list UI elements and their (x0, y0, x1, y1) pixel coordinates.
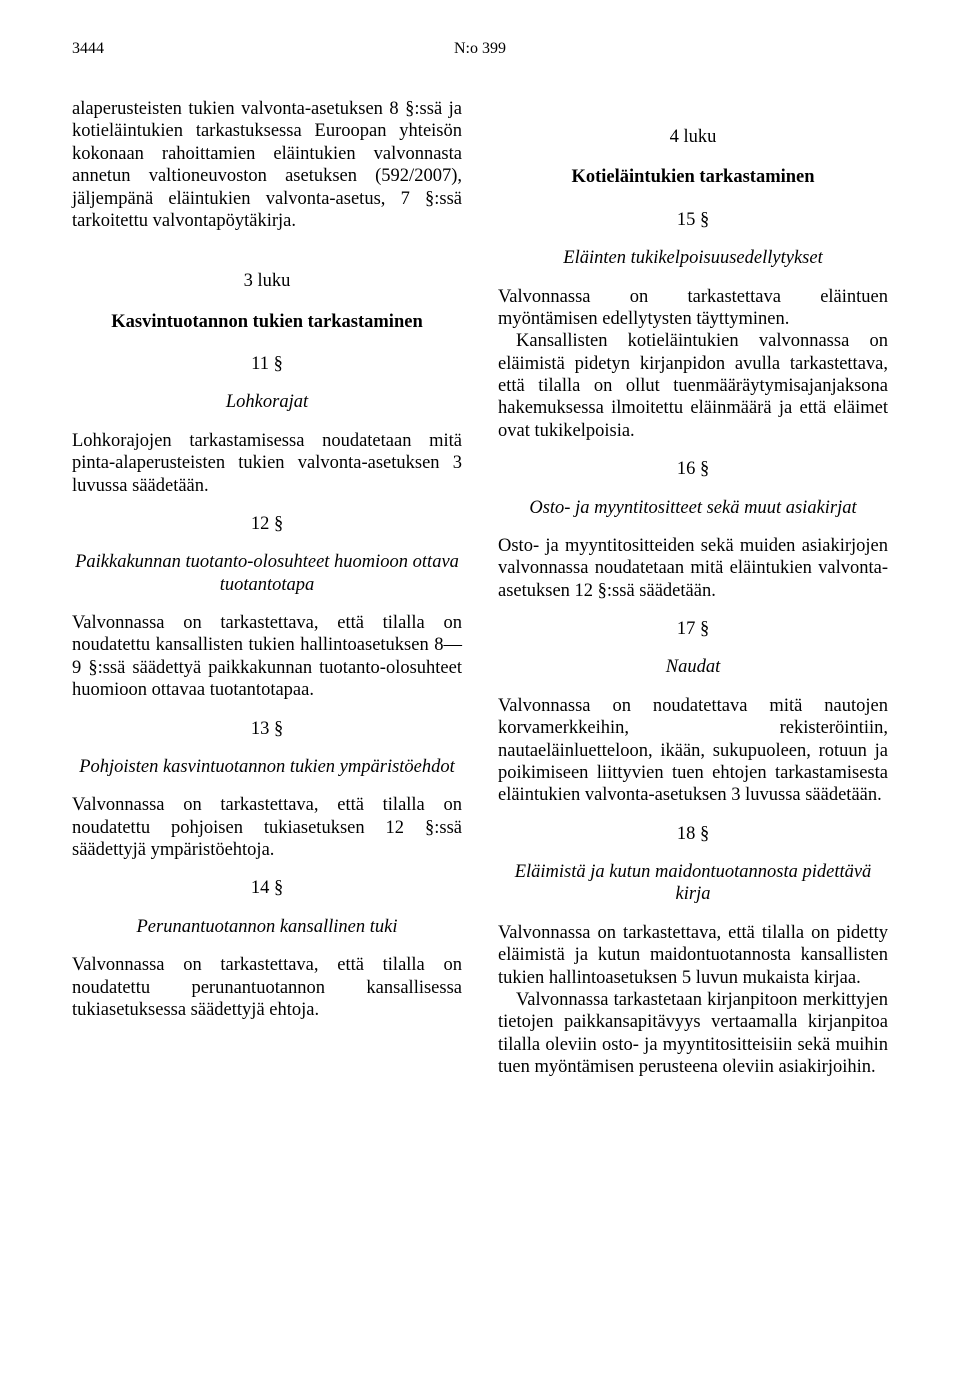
section-11-title: Lohkorajat (72, 391, 462, 413)
chapter-3-label: 3 luku (72, 270, 462, 292)
section-16-title: Osto- ja myyntitositteet sekä muut asiak… (498, 497, 888, 519)
section-18-body-2: Valvonnassa tarkastetaan kirjanpitoon me… (498, 989, 888, 1079)
section-15-title: Eläinten tukikelpoisuusedellytykset (498, 247, 888, 269)
page-number: 3444 (72, 40, 104, 57)
section-16-number: 16 § (498, 458, 888, 480)
section-12-number: 12 § (72, 513, 462, 535)
section-15-body-1: Valvonnassa on tarkastettava eläintuen m… (498, 286, 888, 331)
intro-paragraph: alaperusteisten tukien valvonta-asetukse… (72, 98, 462, 232)
section-13-number: 13 § (72, 718, 462, 740)
section-12-body: Valvonnassa on tarkastettava, että tilal… (72, 612, 462, 702)
chapter-4-label: 4 luku (498, 126, 888, 148)
section-11-number: 11 § (72, 353, 462, 375)
section-15-body-2: Kansallisten kotieläintukien valvonnassa… (498, 330, 888, 442)
page-header: 3444 N:o 399 (72, 40, 888, 66)
section-17-title: Naudat (498, 656, 888, 678)
section-16-body: Osto- ja myyntitositteiden sekä muiden a… (498, 535, 888, 602)
section-14-title: Perunantuotannon kansallinen tuki (72, 916, 462, 938)
section-13-title: Pohjoisten kasvintuotannon tukien ympäri… (72, 756, 462, 778)
section-14-number: 14 § (72, 877, 462, 899)
document-number: N:o 399 (454, 40, 506, 58)
section-17-body: Valvonnassa on noudatettava mitä nautoje… (498, 695, 888, 807)
section-14-body: Valvonnassa on tarkastettava, että tilal… (72, 954, 462, 1021)
spacer (72, 232, 462, 242)
section-12-title: Paikkakunnan tuotanto-olosuhteet huomioo… (72, 551, 462, 596)
section-18-number: 18 § (498, 823, 888, 845)
section-18-body-1: Valvonnassa on tarkastettava, että tilal… (498, 922, 888, 989)
chapter-3-title: Kasvintuotannon tukien tarkastaminen (72, 311, 462, 333)
section-15-number: 15 § (498, 209, 888, 231)
content-columns: alaperusteisten tukien valvonta-asetukse… (72, 98, 888, 1078)
section-17-number: 17 § (498, 618, 888, 640)
section-13-body: Valvonnassa on tarkastettava, että tilal… (72, 794, 462, 861)
chapter-4-title: Kotieläintukien tarkastaminen (498, 166, 888, 188)
section-11-body: Lohkorajojen tarkastamisessa noudatetaan… (72, 430, 462, 497)
section-18-title: Eläimistä ja kutun maidontuotannosta pid… (498, 861, 888, 906)
